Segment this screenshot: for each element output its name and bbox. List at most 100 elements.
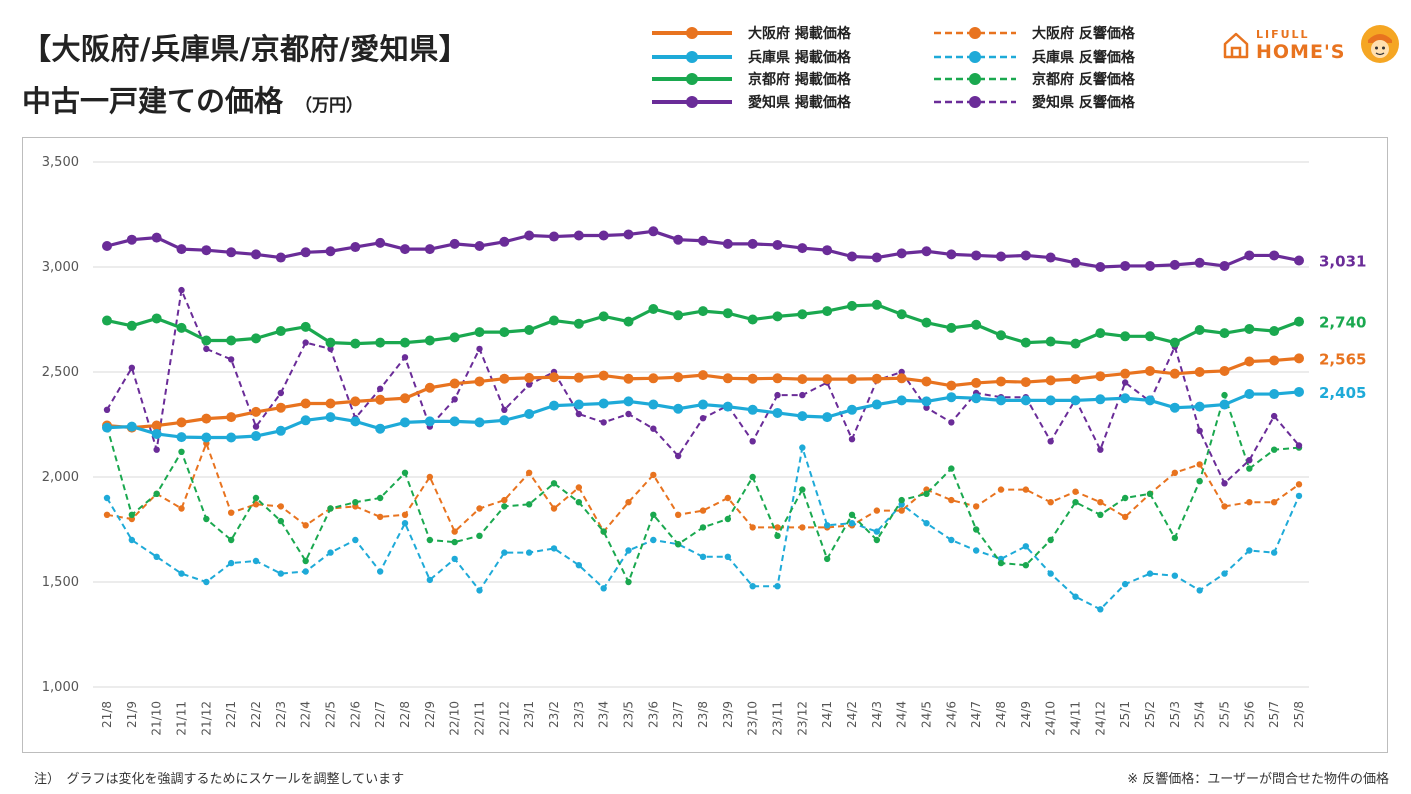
- data-point: [749, 583, 756, 590]
- data-point: [873, 507, 881, 514]
- data-point: [1171, 572, 1179, 579]
- data-point: [1171, 469, 1179, 476]
- data-point: [302, 568, 309, 575]
- data-point: [476, 345, 483, 353]
- data-point: [1072, 593, 1079, 600]
- data-point: [201, 245, 212, 256]
- data-point: [722, 373, 733, 384]
- data-point: [300, 398, 311, 409]
- data-point: [102, 315, 112, 326]
- data-point: [1022, 543, 1030, 550]
- data-point: [972, 503, 980, 510]
- x-tick-label: 25/7: [1267, 701, 1281, 728]
- legend-item-aichi-inquiry: 愛知県 反響価格: [932, 91, 1135, 113]
- data-point: [251, 431, 261, 442]
- data-point: [449, 378, 460, 389]
- data-point: [128, 511, 136, 518]
- data-point: [623, 396, 634, 407]
- data-point: [201, 413, 212, 424]
- data-point: [1219, 328, 1230, 339]
- data-point: [823, 522, 831, 529]
- data-point: [749, 438, 756, 445]
- data-point: [449, 238, 460, 249]
- data-point: [400, 244, 410, 255]
- y-tick-label: 1,500: [42, 575, 79, 590]
- data-point: [277, 517, 285, 525]
- data-point: [648, 373, 659, 384]
- data-point: [797, 411, 808, 422]
- data-point: [400, 337, 410, 348]
- legend-label: 京都府 反響価格: [1032, 72, 1135, 88]
- end-value-label: 3,031: [1319, 252, 1366, 270]
- x-tick-label: 22/11: [473, 701, 487, 736]
- data-point: [376, 513, 384, 521]
- x-tick-label: 25/5: [1218, 701, 1232, 728]
- chart-frame: 1,000 1,500 2,000 2,500 3,000 3,500 21/8 21/9 21…: [22, 137, 1388, 753]
- data-point: [1194, 325, 1205, 335]
- data-point: [650, 511, 657, 518]
- end-value-label: 2,565: [1319, 350, 1366, 368]
- data-point: [1169, 368, 1180, 379]
- data-point: [1294, 353, 1304, 364]
- data-point: [699, 507, 707, 514]
- legend-label: 大阪府 反響価格: [1032, 26, 1135, 42]
- data-point: [625, 578, 632, 586]
- data-point: [1244, 356, 1255, 367]
- data-point: [573, 318, 584, 329]
- chart-title-line1: 【大阪府/兵庫県/京都府/愛知県】: [22, 32, 469, 66]
- legend: 大阪府 掲載価格 兵庫県 掲載価格 京都府 掲載価格 愛知県 掲載価格 大阪府 …: [650, 22, 1190, 122]
- data-point: [524, 325, 535, 335]
- data-point: [400, 417, 410, 428]
- legend-item-hyogo-listed: 兵庫県 掲載価格: [650, 46, 851, 68]
- data-point: [997, 486, 1005, 493]
- data-point: [252, 557, 260, 565]
- data-point: [996, 251, 1006, 262]
- data-point: [923, 490, 930, 497]
- data-point: [600, 585, 607, 592]
- data-point: [1194, 401, 1205, 412]
- data-point: [350, 338, 361, 349]
- data-point: [772, 373, 783, 384]
- data-point: [325, 337, 336, 348]
- data-point: [128, 364, 136, 371]
- x-tick-label: 23/8: [696, 701, 710, 728]
- data-point: [227, 356, 235, 363]
- data-point: [1047, 438, 1054, 445]
- data-point: [203, 578, 210, 586]
- data-point: [1045, 395, 1056, 406]
- data-point: [302, 557, 309, 565]
- data-point: [1045, 375, 1056, 386]
- data-point: [923, 520, 930, 527]
- chart-title-line2: 中古一戸建ての価格 （万円）: [22, 78, 363, 120]
- data-point: [1169, 337, 1180, 348]
- data-point: [946, 380, 957, 391]
- lifull-homes-logo: LIFULL HOME'S: [1222, 25, 1402, 66]
- data-point: [699, 524, 707, 531]
- data-point: [176, 417, 187, 428]
- x-tick-label: 22/7: [373, 701, 387, 728]
- data-point: [376, 494, 384, 502]
- data-point: [896, 309, 907, 320]
- data-point: [698, 306, 708, 317]
- data-point: [550, 505, 558, 512]
- data-point: [1072, 488, 1079, 495]
- data-point: [1246, 457, 1253, 464]
- data-point: [575, 499, 583, 506]
- x-tick-label: 25/4: [1193, 701, 1207, 728]
- data-point: [1295, 481, 1303, 488]
- legend-label: 大阪府 掲載価格: [748, 26, 851, 42]
- data-point: [625, 547, 632, 554]
- y-tick-label: 2,000: [42, 470, 79, 485]
- footnote-inquiry-price: ※ 反響価格：ユーザーが問合せた物件の価格: [1127, 772, 1389, 787]
- data-point: [650, 471, 657, 479]
- data-point: [102, 422, 112, 433]
- data-point: [1246, 547, 1253, 554]
- legend-label: 兵庫県 掲載価格: [748, 50, 851, 66]
- x-tick-label: 22/6: [348, 701, 362, 728]
- data-point: [1121, 580, 1129, 588]
- data-point: [376, 385, 384, 392]
- data-point: [426, 536, 434, 544]
- data-point: [600, 419, 607, 426]
- data-point: [1219, 365, 1230, 376]
- legend-item-kyoto-listed: 京都府 掲載価格: [650, 68, 851, 90]
